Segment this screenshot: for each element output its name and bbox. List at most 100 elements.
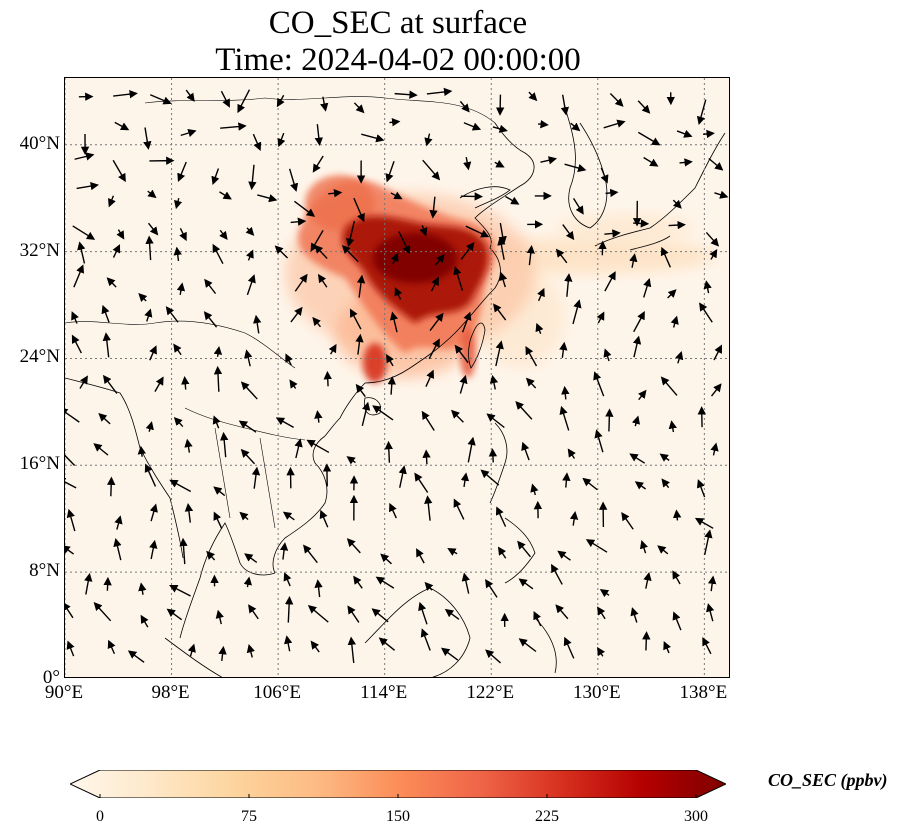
wind-arrow (425, 369, 434, 387)
co-plume-layer (285, 175, 715, 383)
shandong-peninsula (459, 186, 511, 209)
wind-arrow (676, 129, 693, 138)
borneo (364, 587, 471, 677)
wind-arrow (560, 94, 570, 116)
wind-arrow (341, 244, 359, 263)
wind-arrow (138, 293, 148, 302)
wind-arrow (603, 119, 626, 129)
wind-arrow (282, 511, 295, 521)
wind-arrow (702, 637, 712, 655)
lat-tick-label: 32°N (19, 239, 60, 261)
wind-arrow (555, 604, 569, 620)
wind-arrow (384, 440, 394, 463)
wind-arrow (398, 231, 411, 255)
wind-arrow (528, 91, 538, 102)
wind-arrow (629, 253, 638, 268)
wind-arrow (218, 645, 227, 662)
wind-arrow (179, 537, 188, 565)
wind-arrow (709, 249, 718, 260)
wind-arrow (639, 540, 648, 554)
wind-arrow (84, 572, 93, 595)
wind-arrow (559, 405, 570, 431)
wind-arrow (107, 639, 116, 655)
wind-arrow (424, 495, 433, 521)
wind-vector-layer (65, 87, 729, 664)
wind-arrow (557, 550, 571, 561)
wind-arrow (180, 128, 197, 138)
wind-arrow (463, 122, 482, 131)
wind-arrow (642, 631, 651, 651)
wind-arrow (140, 614, 149, 628)
wind-arrow (252, 133, 262, 152)
map-canvas (65, 78, 729, 677)
wind-arrow (485, 579, 498, 598)
wind-arrow (394, 90, 418, 99)
wind-arrow (149, 94, 172, 105)
wind-arrow (204, 278, 217, 295)
wind-arrow (428, 338, 440, 360)
wind-arrow (562, 224, 575, 241)
wind-arrow (600, 167, 609, 184)
wind-arrow (424, 581, 434, 591)
wind-arrow (465, 225, 490, 238)
wind-arrow (488, 448, 498, 463)
lat-tick-label: 0° (42, 667, 60, 688)
wind-arrow (497, 546, 507, 559)
border-china-north (144, 96, 496, 124)
wind-arrow (707, 575, 717, 592)
wind-arrow (585, 539, 608, 553)
wind-arrow (320, 96, 329, 112)
wind-arrow (246, 274, 256, 296)
wind-arrow (173, 343, 182, 356)
wind-arrow (459, 374, 468, 394)
wind-arrow (137, 445, 146, 457)
wind-arrow (65, 601, 74, 619)
wind-arrow (220, 122, 247, 131)
wind-arrow (593, 371, 605, 397)
wind-arrow (440, 647, 459, 661)
wind-arrow (398, 465, 407, 488)
wind-arrow (703, 529, 713, 556)
lon-tick-label: 98°E (151, 682, 190, 703)
wind-arrow (597, 606, 606, 620)
wind-arrow (165, 306, 179, 323)
wind-arrow (346, 456, 356, 465)
wind-arrow (604, 229, 621, 238)
wind-arrow (319, 509, 329, 528)
bay-of-bengal-coast (65, 377, 184, 559)
wind-arrow (245, 249, 254, 261)
wind-arrow (668, 220, 686, 230)
wind-arrow (213, 486, 226, 497)
wind-arrow (713, 344, 723, 361)
colorbar-tick-label: 225 (535, 808, 559, 825)
wind-arrow (288, 168, 299, 192)
wind-arrow (113, 90, 138, 99)
wind-arrow (102, 332, 111, 358)
wind-arrow (525, 377, 537, 389)
wind-arrow (390, 252, 399, 265)
wind-arrow (277, 132, 286, 148)
wind-arrow (480, 469, 500, 486)
wind-arrow (389, 118, 401, 127)
wind-arrow (594, 429, 604, 453)
wind-arrow (672, 611, 682, 631)
wind-arrow (285, 353, 293, 366)
wind-arrow (570, 122, 581, 132)
wind-arrow (102, 374, 118, 394)
wind-arrow (93, 602, 112, 622)
wind-arrow (211, 168, 220, 185)
wind-arrow (294, 438, 303, 459)
wind-arrow (240, 448, 256, 465)
wind-arrow (74, 152, 95, 161)
wind-arrow (551, 563, 563, 585)
wind-arrow (633, 311, 645, 333)
wind-arrow (346, 220, 356, 248)
lat-tick-label: 40°N (19, 132, 60, 154)
wind-arrow (149, 345, 157, 361)
wind-arrow (434, 254, 445, 266)
wind-arrow (65, 407, 80, 423)
wind-arrow (537, 287, 545, 302)
wind-arrow (328, 343, 337, 355)
wind-arrow (310, 230, 324, 252)
wind-arrow (243, 576, 252, 588)
